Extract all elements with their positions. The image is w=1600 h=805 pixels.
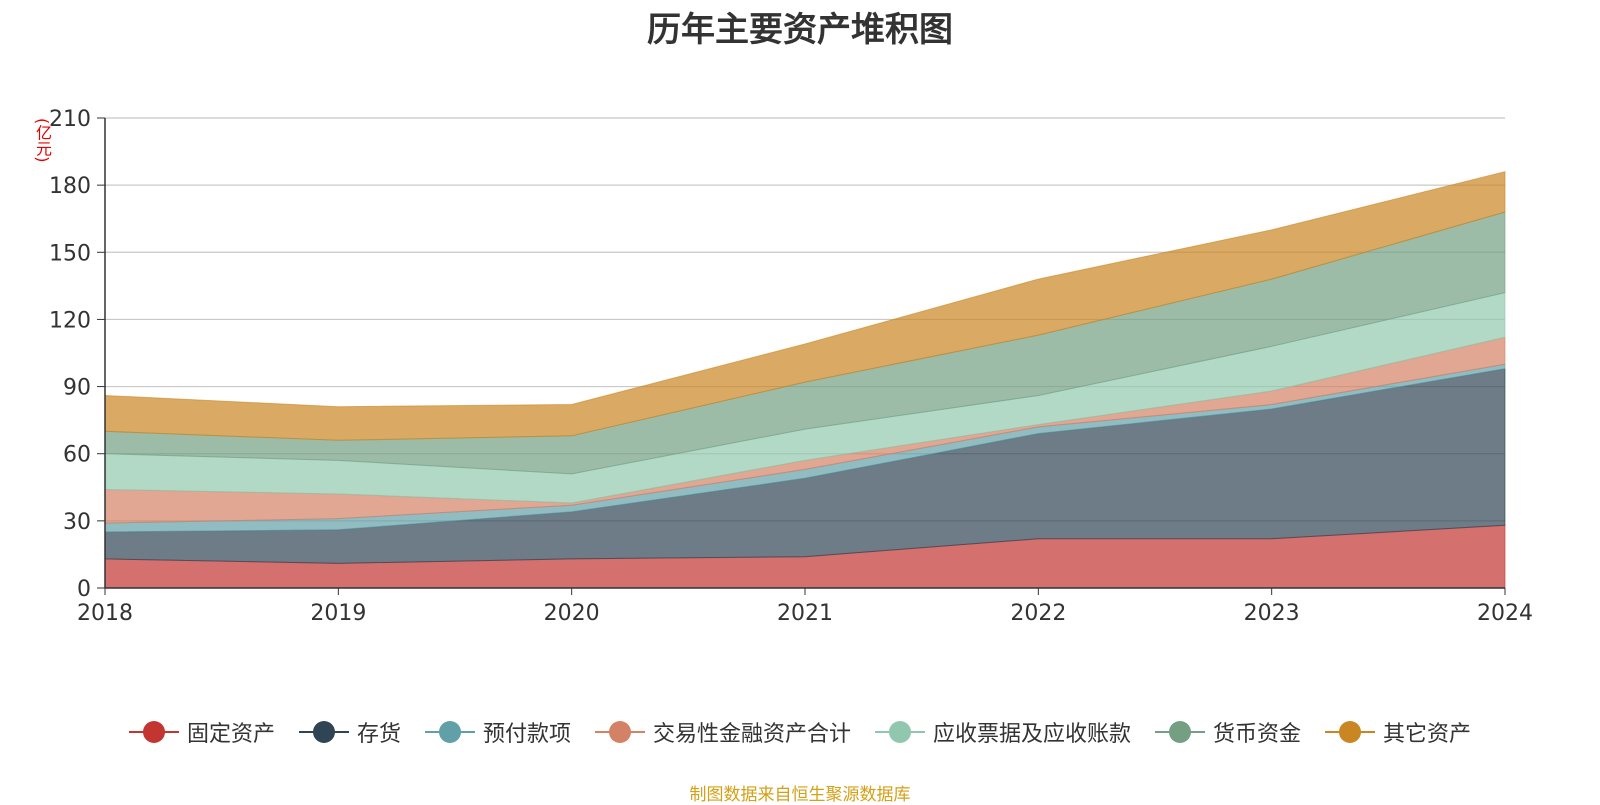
legend-marker-icon [424,720,475,744]
legend-item[interactable]: 固定资产 [128,716,275,748]
y-tick-label: 90 [63,376,91,401]
legend-item[interactable]: 应收票据及应收账款 [875,716,1131,748]
legend-marker-icon [875,720,925,744]
legend: 固定资产 存货 预付款项 交易性金融资产合计 应收票据及应收账款 货币资金 其它资产 [0,716,1600,748]
legend-label: 存货 [356,722,401,747]
y-tick-label: 60 [63,443,91,468]
legend-item[interactable]: 交易性金融资产合计 [594,716,851,748]
chart-title: 历年主要资产堆积图 [647,10,953,50]
area-series-7 [104,171,1506,441]
y-tick-label: 150 [49,241,91,266]
legend-marker-icon [128,720,179,744]
y-tick-label: 180 [49,174,91,199]
x-tick-label: 2020 [544,601,600,626]
area-series [104,171,1506,589]
y-tick-label: 30 [63,510,91,535]
y-tick-label: 120 [49,308,91,333]
legend-marker-icon [1325,720,1376,744]
legend-label: 交易性金融资产合计 [652,722,851,747]
legend-marker-icon [1155,720,1206,744]
legend-marker-icon [298,720,349,744]
y-tick-label: 210 [49,107,91,132]
legend-label: 预付款项 [482,722,571,747]
x-tick-label: 2022 [1010,601,1066,626]
legend-item[interactable]: 存货 [298,716,401,748]
legend-label: 应收票据及应收账款 [933,722,1132,747]
legend-marker-icon [594,720,645,744]
legend-item[interactable]: 货币资金 [1155,716,1301,748]
legend-label: 固定资产 [186,722,275,747]
axes: 0 30 60 90 120 150 180 210 2018 2019 2020 2021 2022 2… [49,107,1533,626]
legend-label: 货币资金 [1213,722,1302,747]
x-tick-label: 2024 [1477,601,1533,626]
legend-item[interactable]: 预付款项 [424,716,571,748]
x-tick-label: 2023 [1244,601,1300,626]
x-tick-label: 2021 [777,601,833,626]
stacked-area-chart: 0 30 60 90 120 150 180 210 2018 2019 2020 2021 2022 2… [49,107,1533,626]
source-note: 制图数据来自恒生聚源数据库 [689,785,911,805]
legend-item[interactable]: 其它资产 [1325,716,1471,748]
x-tick-label: 2018 [77,601,133,626]
y-tick-label: 0 [77,577,91,602]
legend-label: 其它资产 [1383,722,1472,747]
y-axis-unit-label: (亿元) [33,118,52,163]
x-tick-label: 2019 [310,601,366,626]
